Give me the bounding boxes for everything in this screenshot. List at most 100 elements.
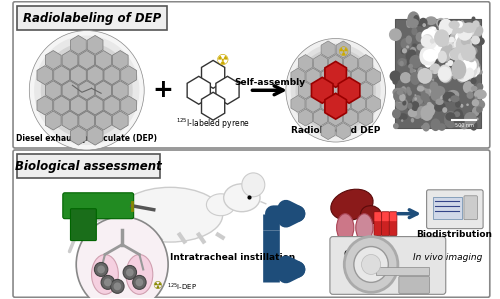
- Ellipse shape: [460, 104, 464, 108]
- Ellipse shape: [404, 74, 411, 82]
- Ellipse shape: [466, 103, 469, 106]
- Ellipse shape: [460, 38, 471, 50]
- Ellipse shape: [438, 65, 452, 83]
- Ellipse shape: [426, 71, 438, 79]
- Ellipse shape: [438, 27, 450, 42]
- Text: 500 nm: 500 nm: [454, 123, 473, 128]
- Ellipse shape: [430, 51, 436, 56]
- Circle shape: [344, 237, 398, 292]
- Ellipse shape: [449, 50, 460, 60]
- FancyBboxPatch shape: [13, 2, 490, 148]
- Ellipse shape: [430, 118, 440, 131]
- Ellipse shape: [463, 81, 474, 94]
- Ellipse shape: [400, 38, 411, 50]
- Ellipse shape: [428, 37, 434, 41]
- FancyBboxPatch shape: [70, 209, 97, 241]
- Ellipse shape: [468, 111, 477, 119]
- Ellipse shape: [456, 35, 472, 55]
- Ellipse shape: [456, 44, 472, 58]
- Ellipse shape: [462, 58, 477, 72]
- Ellipse shape: [427, 102, 432, 106]
- Ellipse shape: [407, 90, 412, 96]
- Circle shape: [310, 63, 362, 117]
- Ellipse shape: [438, 20, 444, 27]
- Circle shape: [296, 48, 376, 132]
- Ellipse shape: [224, 184, 260, 212]
- Ellipse shape: [418, 68, 432, 84]
- FancyBboxPatch shape: [426, 190, 483, 229]
- Ellipse shape: [420, 90, 426, 96]
- Ellipse shape: [442, 62, 454, 72]
- Ellipse shape: [450, 28, 458, 35]
- Ellipse shape: [420, 51, 424, 54]
- Ellipse shape: [422, 28, 437, 43]
- Ellipse shape: [420, 105, 434, 121]
- Ellipse shape: [424, 33, 438, 49]
- Ellipse shape: [408, 49, 416, 57]
- Ellipse shape: [395, 97, 408, 111]
- Ellipse shape: [472, 20, 480, 28]
- Ellipse shape: [389, 28, 402, 41]
- Ellipse shape: [458, 75, 464, 80]
- Ellipse shape: [458, 63, 460, 65]
- Ellipse shape: [401, 119, 404, 122]
- Ellipse shape: [467, 26, 474, 36]
- Ellipse shape: [468, 60, 471, 64]
- Ellipse shape: [438, 38, 449, 46]
- Ellipse shape: [445, 62, 450, 66]
- Ellipse shape: [459, 22, 466, 31]
- Ellipse shape: [452, 60, 466, 79]
- Ellipse shape: [422, 106, 431, 114]
- Ellipse shape: [474, 97, 478, 100]
- FancyBboxPatch shape: [399, 276, 430, 293]
- Ellipse shape: [426, 30, 436, 38]
- Ellipse shape: [430, 45, 444, 59]
- Ellipse shape: [398, 113, 407, 120]
- Ellipse shape: [416, 44, 424, 51]
- Ellipse shape: [455, 101, 461, 108]
- Ellipse shape: [390, 71, 401, 82]
- Ellipse shape: [410, 68, 414, 74]
- Ellipse shape: [412, 28, 418, 35]
- Ellipse shape: [456, 68, 468, 83]
- Ellipse shape: [478, 70, 482, 75]
- Ellipse shape: [436, 90, 444, 100]
- Ellipse shape: [406, 22, 412, 28]
- Ellipse shape: [406, 87, 410, 93]
- Ellipse shape: [426, 71, 432, 77]
- Ellipse shape: [400, 48, 406, 54]
- Ellipse shape: [454, 40, 460, 48]
- Ellipse shape: [476, 106, 482, 113]
- Ellipse shape: [472, 25, 480, 33]
- Ellipse shape: [412, 64, 416, 69]
- Ellipse shape: [422, 34, 433, 46]
- Ellipse shape: [472, 26, 474, 28]
- Ellipse shape: [426, 101, 432, 108]
- Ellipse shape: [464, 87, 467, 90]
- Ellipse shape: [423, 79, 434, 89]
- Ellipse shape: [455, 63, 472, 82]
- Ellipse shape: [464, 112, 476, 126]
- Ellipse shape: [422, 67, 426, 71]
- Ellipse shape: [400, 61, 404, 66]
- Ellipse shape: [438, 19, 453, 36]
- Ellipse shape: [436, 40, 447, 47]
- Ellipse shape: [454, 111, 460, 117]
- Circle shape: [286, 39, 386, 142]
- FancyBboxPatch shape: [395, 19, 481, 128]
- Ellipse shape: [410, 47, 416, 54]
- Circle shape: [34, 36, 140, 145]
- Ellipse shape: [458, 53, 464, 61]
- Ellipse shape: [448, 44, 452, 51]
- Circle shape: [58, 60, 116, 120]
- Ellipse shape: [424, 33, 430, 37]
- Ellipse shape: [413, 17, 418, 22]
- Ellipse shape: [458, 116, 469, 129]
- Ellipse shape: [440, 69, 452, 83]
- Circle shape: [242, 173, 265, 197]
- Ellipse shape: [432, 27, 436, 30]
- Ellipse shape: [126, 254, 153, 294]
- Text: Biodistribution: Biodistribution: [416, 230, 492, 239]
- Ellipse shape: [438, 53, 443, 58]
- Text: $^{125}$I-DEP: $^{125}$I-DEP: [167, 282, 197, 293]
